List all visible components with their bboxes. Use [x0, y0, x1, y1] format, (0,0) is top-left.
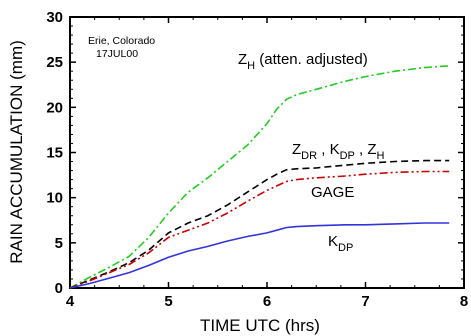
series-layer: [69, 65, 450, 289]
inset-location: Erie, Colorado: [88, 35, 155, 47]
series-line-3: [69, 222, 450, 289]
y-tick-label: 20: [46, 99, 63, 116]
axis-ticks: 4 5 6 7 8 0 5 10 15 20 25 30: [46, 9, 468, 310]
x-tick-label: 8: [460, 293, 468, 310]
x-axis-label: TIME UTC (hrs): [200, 316, 320, 335]
series-line-0: [69, 65, 450, 289]
x-tick-label: 5: [164, 293, 172, 310]
series-label-kdp-main: K: [328, 233, 338, 250]
series-label-combined-s2: DP: [340, 150, 355, 162]
series-label-zh-sub: H: [247, 60, 255, 72]
series-label-zh-main: Z: [238, 51, 247, 68]
series-label-gage: GAGE: [311, 184, 354, 201]
y-tick-label: 10: [46, 190, 63, 207]
series-label-combined-p3: , Z: [355, 141, 377, 158]
series-label-kdp-sub: DP: [338, 242, 353, 254]
x-tick-label: 6: [263, 293, 271, 310]
series-label-combined-s3: H: [377, 150, 385, 162]
series-label-combined: ZDR , KDP , ZH: [292, 141, 385, 162]
y-tick-label: 0: [55, 280, 63, 297]
series-line-2: [69, 170, 450, 289]
x-tick-label: 7: [361, 293, 369, 310]
x-tick-label: 4: [66, 293, 75, 310]
series-label-zh-adjusted: ZH (atten. adjusted): [238, 51, 368, 72]
y-axis-label: RAIN ACCUMULATION (mm): [7, 40, 26, 264]
series-label-combined-s1: DR: [301, 150, 317, 162]
inset-date: 17JUL00: [96, 48, 138, 60]
y-tick-label: 30: [46, 9, 63, 26]
y-tick-label: 15: [46, 145, 63, 162]
series-label-zh-rest: (atten. adjusted): [255, 51, 368, 68]
series-line-1: [69, 159, 450, 289]
series-label-kdp: KDP: [328, 233, 353, 254]
series-label-combined-p1: Z: [292, 141, 301, 158]
series-label-combined-p2: , K: [317, 141, 340, 158]
y-tick-label: 25: [46, 54, 63, 71]
y-tick-label: 5: [55, 235, 63, 252]
